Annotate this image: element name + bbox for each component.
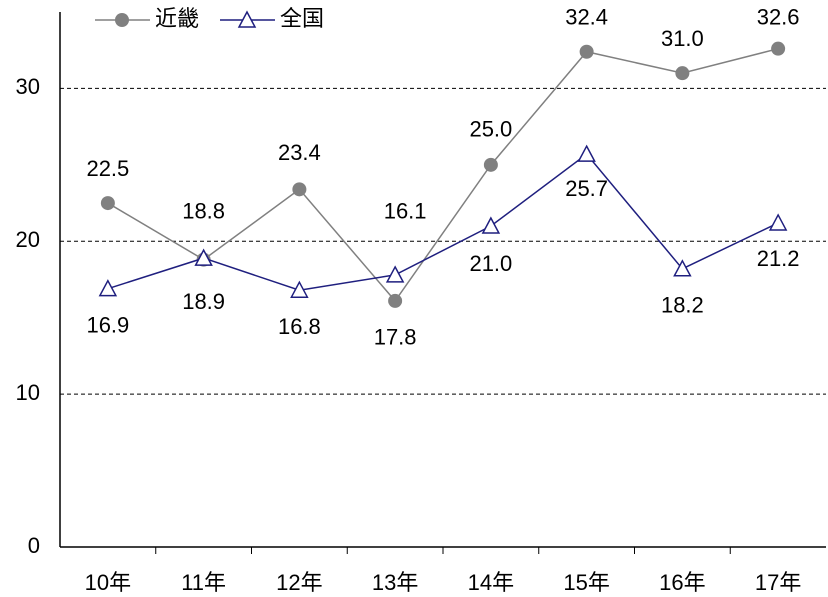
legend-label: 全国 xyxy=(280,6,324,31)
data-label: 31.0 xyxy=(661,26,704,51)
data-label: 21.2 xyxy=(757,246,800,271)
data-label: 23.4 xyxy=(278,140,321,165)
marker xyxy=(768,213,788,231)
marker xyxy=(292,182,307,197)
data-label: 16.9 xyxy=(86,312,129,337)
x-tick-label: 10年 xyxy=(85,570,131,595)
x-tick-label: 15年 xyxy=(563,570,609,595)
y-tick-label: 0 xyxy=(28,533,40,558)
marker xyxy=(388,293,403,308)
data-label: 18.8 xyxy=(182,198,225,223)
y-tick-label: 10 xyxy=(16,380,40,405)
data-label: 32.4 xyxy=(565,5,608,30)
data-label: 16.8 xyxy=(278,314,321,339)
marker xyxy=(100,196,115,211)
marker xyxy=(771,41,786,56)
marker xyxy=(579,44,594,59)
marker xyxy=(115,13,129,27)
data-label: 22.5 xyxy=(86,156,129,181)
marker xyxy=(385,265,405,283)
data-label: 25.0 xyxy=(469,117,512,142)
marker xyxy=(483,157,498,172)
marker xyxy=(290,280,309,298)
marker xyxy=(675,66,690,81)
legend-label: 近畿 xyxy=(155,6,199,31)
data-label: 18.9 xyxy=(182,289,225,314)
data-label: 21.0 xyxy=(469,251,512,276)
x-tick-label: 13年 xyxy=(372,570,418,595)
x-tick-label: 17年 xyxy=(755,570,801,595)
x-tick-label: 11年 xyxy=(181,570,226,595)
x-tick-label: 14年 xyxy=(468,570,514,595)
y-tick-label: 30 xyxy=(16,74,40,99)
data-label: 16.1 xyxy=(384,199,427,224)
data-label: 17.8 xyxy=(374,325,417,350)
series-line xyxy=(107,47,779,303)
marker xyxy=(577,144,596,162)
marker xyxy=(194,248,213,266)
marker xyxy=(673,259,692,277)
x-tick-label: 16年 xyxy=(659,570,705,595)
marker xyxy=(481,216,501,234)
series-line xyxy=(107,153,779,291)
marker xyxy=(237,10,257,28)
data-label: 32.6 xyxy=(757,4,800,29)
data-label: 25.7 xyxy=(565,176,608,201)
marker xyxy=(98,279,118,297)
x-tick-label: 12年 xyxy=(276,570,322,595)
y-tick-label: 20 xyxy=(16,227,40,252)
data-label: 18.2 xyxy=(661,293,704,318)
